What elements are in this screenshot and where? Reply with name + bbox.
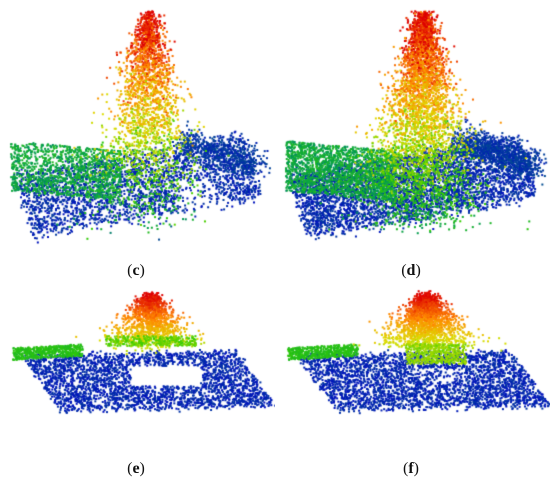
point-cloud-canvas-c [0,0,275,250]
caption-d: (d) [401,262,421,279]
panel-f-point-cloud [275,285,550,445]
point-cloud-canvas-f [275,285,550,445]
panel-e-point-cloud [0,285,275,445]
caption-e: (e) [127,460,145,477]
point-cloud-canvas-d [275,0,550,250]
caption-c: (c) [127,262,145,279]
panel-c-point-cloud [0,0,275,250]
caption-f: (f) [403,460,419,477]
panel-d-point-cloud [275,0,550,250]
point-cloud-canvas-e [0,285,275,445]
